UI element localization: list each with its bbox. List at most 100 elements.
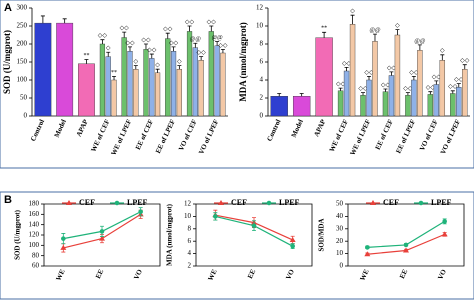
significance-mark: ◇: [440, 48, 445, 54]
bar: [456, 86, 462, 117]
y-tick-label: 0: [24, 112, 28, 120]
bar: [34, 22, 52, 117]
legend-marker: [66, 200, 72, 205]
y-tick-label: 2: [260, 94, 264, 102]
error-bar: [440, 54, 445, 61]
bar: [315, 37, 333, 117]
legend-label: LPEF: [279, 198, 300, 207]
y-tick-label: 180: [29, 200, 40, 208]
x-tick-label: VO: [132, 268, 144, 281]
legend-marker: [266, 200, 272, 206]
error-bar: [171, 46, 176, 52]
error-bar: [350, 14, 355, 25]
significance-mark: ◇◇: [336, 81, 346, 87]
error-bar: [428, 91, 433, 95]
point: [290, 243, 295, 249]
point: [251, 223, 257, 228]
bar: [433, 84, 440, 117]
x-tick-label: WE of CEF: [89, 118, 111, 153]
bar: [388, 75, 395, 117]
error-bar: [299, 93, 304, 97]
bar: [372, 41, 378, 117]
x-tick-label: EE of CEF: [134, 118, 155, 151]
error-bar: [450, 90, 455, 94]
y-tick-label: 80: [32, 251, 40, 259]
bar: [56, 22, 74, 117]
x-tick-label: Model: [290, 118, 305, 139]
error-bar: [177, 65, 182, 70]
bar: [382, 91, 389, 117]
point: [364, 251, 371, 257]
significance-mark: ◇◇: [163, 27, 173, 33]
axis: [347, 203, 465, 267]
error-bar: [338, 87, 343, 91]
bar: [143, 49, 149, 117]
x-tick-label: Model: [53, 118, 68, 139]
significance-mark: **: [83, 53, 89, 59]
significance-mark: **: [111, 70, 117, 76]
y-tick-label: 50: [336, 200, 344, 208]
error-bar: [193, 42, 198, 48]
significance-mark: @@: [369, 27, 381, 33]
bar: [176, 68, 182, 117]
error-bar: [187, 25, 192, 32]
x-tick-label: EE: [398, 268, 409, 280]
y-tick-label: 150: [17, 58, 28, 66]
error-bar: [112, 76, 117, 80]
error-bar: [62, 18, 67, 24]
y-axis-label: SOD/MDA: [318, 218, 326, 251]
y-axis-label: MDA (nmol/mgprot): [238, 22, 248, 102]
x-tick-label: EE of LPEF: [394, 118, 417, 155]
error-bar: [128, 46, 132, 52]
significance-mark: ◇◇: [460, 58, 470, 64]
error-bar: [405, 92, 410, 96]
error-bar: [165, 32, 170, 39]
bar: [337, 90, 344, 117]
point: [441, 231, 448, 237]
bar: [149, 58, 155, 117]
point: [403, 247, 409, 253]
bar: [154, 72, 161, 117]
significance-mark: ◇◇: [432, 74, 442, 80]
y-tick-label: 12: [256, 4, 264, 12]
bar: [270, 95, 288, 117]
bar: [105, 56, 111, 117]
error-bar: [100, 39, 105, 44]
x-tick-label: APAP: [75, 118, 90, 138]
significance-mark: ◇◇: [207, 19, 217, 25]
y-axis-label: MDA (nmol/mgprot): [166, 203, 174, 266]
x-tick-label: WE of LPEF: [110, 118, 134, 157]
error-bar: [434, 80, 439, 85]
error-bar: [133, 65, 138, 70]
error-bar: [199, 56, 204, 61]
legend-label: CEF: [231, 198, 247, 207]
panel-a-frame: [0, 0, 474, 169]
significance-mark: ◇◇: [364, 70, 374, 76]
error-bar: [40, 15, 45, 24]
significance-mark: ◇◇: [125, 40, 135, 46]
bar: [198, 60, 204, 117]
y-tick-label: 30: [336, 224, 344, 232]
bar: [121, 37, 127, 117]
bar: [411, 79, 417, 117]
significance-mark: ◇◇: [120, 25, 130, 31]
error-bar: [215, 41, 220, 46]
legend-marker: [370, 200, 376, 205]
y-tick-label: 10: [336, 249, 344, 257]
y-tick-label: 300: [17, 4, 28, 12]
x-tick-label: APAP: [312, 118, 327, 138]
error-bar: [456, 83, 461, 88]
bar: [405, 95, 411, 117]
bar: [133, 68, 139, 117]
point: [213, 214, 218, 219]
bar: [186, 31, 193, 117]
panel-b-frame: [0, 191, 474, 300]
error-bar: [383, 88, 388, 92]
significance-mark: ◇◇: [197, 50, 207, 56]
bar: [292, 95, 311, 117]
significance-mark: ◇: [395, 23, 400, 29]
significance-mark: ◇◇: [409, 70, 419, 76]
bar: [99, 43, 106, 117]
bar: [417, 50, 423, 117]
legend-marker: [218, 200, 224, 205]
